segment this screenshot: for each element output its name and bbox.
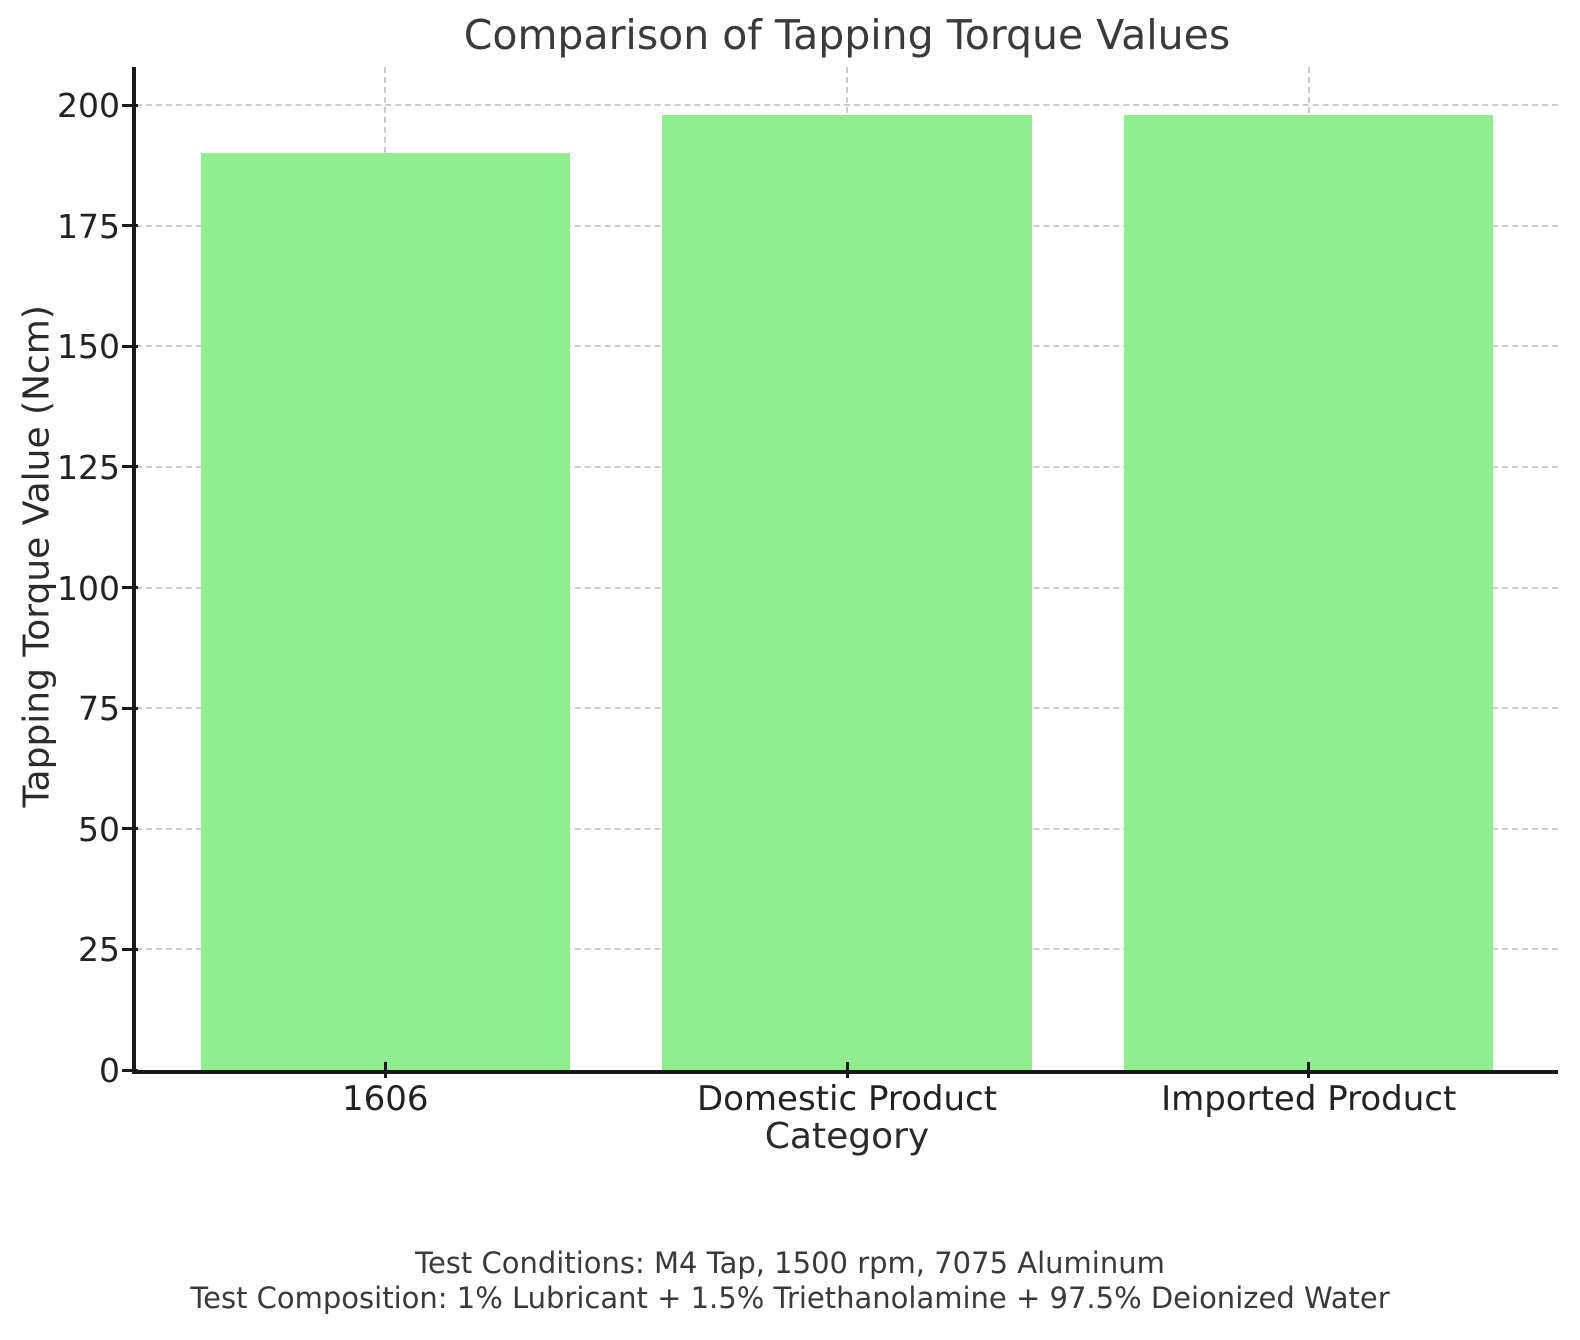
y-tick-label: 75: [78, 689, 120, 729]
y-axis-spine: [132, 67, 136, 1074]
x-tick-mark: [845, 1062, 849, 1078]
y-tick-label: 175: [57, 206, 120, 246]
y-tick-mark: [122, 827, 138, 831]
y-tick-label: 25: [78, 930, 120, 970]
x-axis-spine: [132, 1070, 1558, 1074]
x-tick-mark: [383, 1062, 387, 1078]
x-tick-mark: [1307, 1062, 1311, 1078]
y-tick-mark: [122, 706, 138, 710]
y-tick-mark: [122, 586, 138, 590]
y-tick-mark: [122, 465, 138, 469]
x-tick-label: Imported Product: [1161, 1079, 1457, 1119]
x-tick-label: Domestic Product: [696, 1079, 998, 1119]
footer-test-composition: Test Composition: 1% Lubricant + 1.5% Tr…: [190, 1281, 1390, 1315]
y-tick-label: 200: [57, 86, 120, 126]
y-tick-label: 125: [57, 447, 120, 487]
bar-1606: [200, 153, 570, 1070]
chart-footer: Test Conditions: M4 Tap, 1500 rpm, 7075 …: [0, 1246, 1580, 1316]
x-axis-label: Category: [764, 1116, 930, 1157]
y-tick-mark: [122, 224, 138, 228]
bar-imported-product: [1124, 114, 1494, 1070]
x-tick-label: 1606: [342, 1079, 429, 1119]
bar-domestic-product: [662, 114, 1032, 1070]
y-tick-mark: [122, 947, 138, 951]
footer-test-conditions: Test Conditions: M4 Tap, 1500 rpm, 7075 …: [415, 1246, 1165, 1280]
plot-area: 0 25 50 75 100 125 150 175 200 1606 Domestic Produ…: [57, 67, 1558, 1118]
y-tick-label: 50: [78, 809, 120, 849]
y-tick-label: 0: [99, 1051, 120, 1090]
y-tick-mark: [122, 344, 138, 348]
y-axis-label: Tapping Torque Value (Ncm): [16, 305, 58, 808]
y-tick-mark: [122, 103, 138, 107]
y-tick-mark: [122, 1068, 138, 1072]
y-tick-label: 150: [57, 327, 120, 367]
y-tick-label: 100: [57, 568, 120, 608]
chart-title: Comparison of Tapping Torque Values: [463, 11, 1231, 59]
